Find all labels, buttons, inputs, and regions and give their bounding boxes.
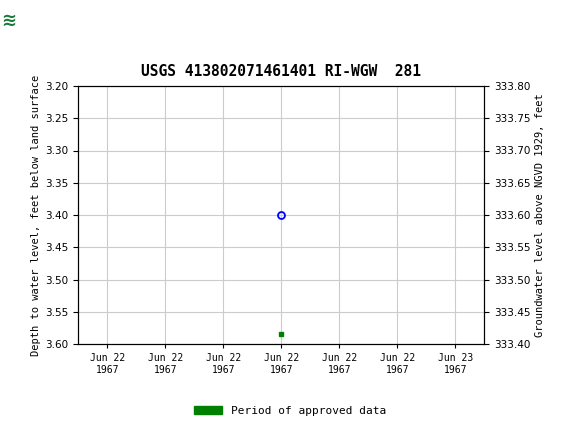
Text: ≋: ≋ (1, 12, 16, 29)
Title: USGS 413802071461401 RI-WGW  281: USGS 413802071461401 RI-WGW 281 (142, 64, 421, 79)
Y-axis label: Groundwater level above NGVD 1929, feet: Groundwater level above NGVD 1929, feet (535, 93, 545, 337)
Text: USGS: USGS (22, 12, 77, 29)
Legend: Period of approved data: Period of approved data (190, 401, 390, 420)
Bar (1, 4, 32, 37)
Y-axis label: Depth to water level, feet below land surface: Depth to water level, feet below land su… (31, 74, 41, 356)
Text: ≡USGS: ≡USGS (3, 10, 85, 31)
